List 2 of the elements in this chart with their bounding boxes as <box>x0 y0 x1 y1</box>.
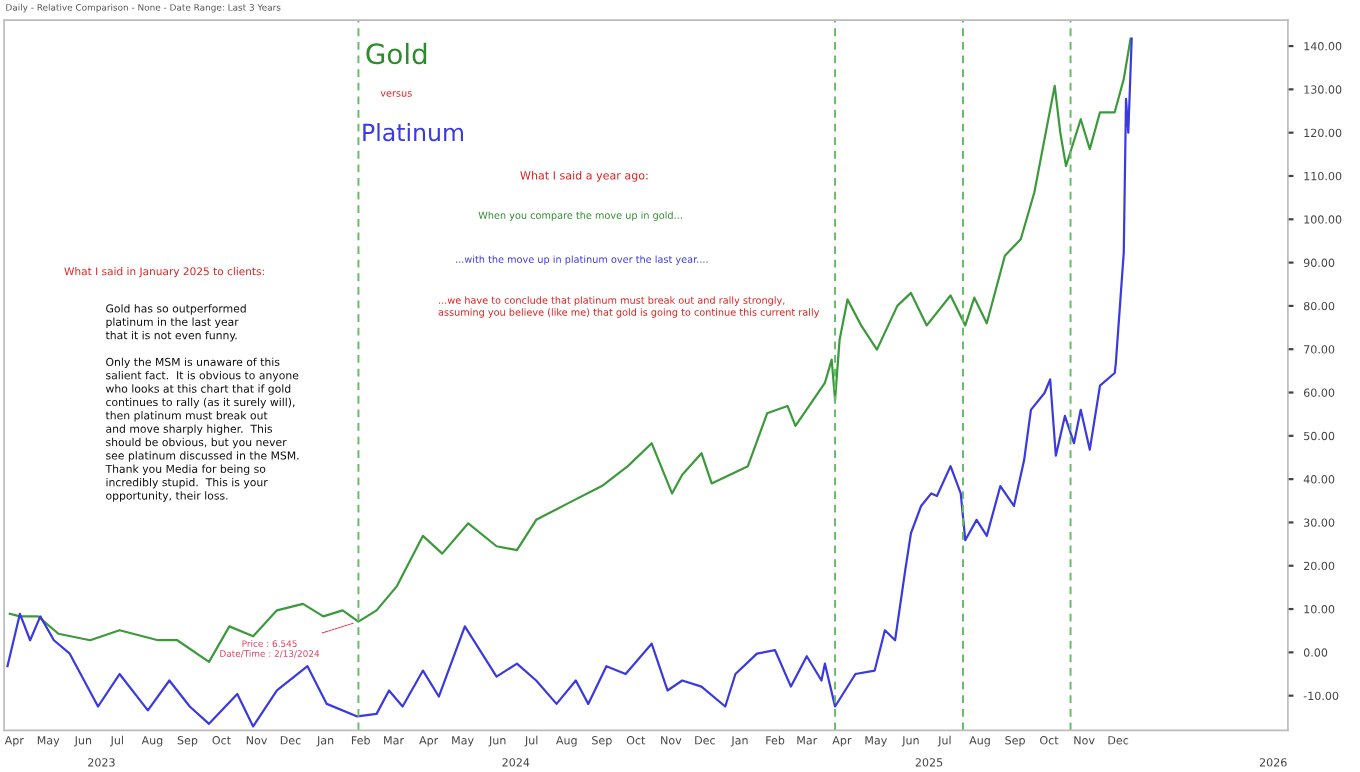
annotation: Gold <box>366 42 427 65</box>
annotation: Platinum <box>363 123 463 142</box>
